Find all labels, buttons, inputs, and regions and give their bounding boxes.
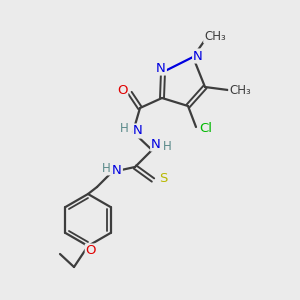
Text: O: O [117,85,127,98]
Text: N: N [133,124,143,137]
Text: CH₃: CH₃ [229,83,251,97]
Text: S: S [159,172,167,184]
Text: N: N [112,164,122,176]
Text: N: N [193,50,203,62]
Text: Cl: Cl [200,122,212,136]
Text: N: N [156,61,166,74]
Text: H: H [120,122,128,134]
Text: H: H [163,140,171,152]
Text: H: H [102,161,110,175]
Text: CH₃: CH₃ [204,29,226,43]
Text: O: O [86,244,96,257]
Text: N: N [151,137,161,151]
